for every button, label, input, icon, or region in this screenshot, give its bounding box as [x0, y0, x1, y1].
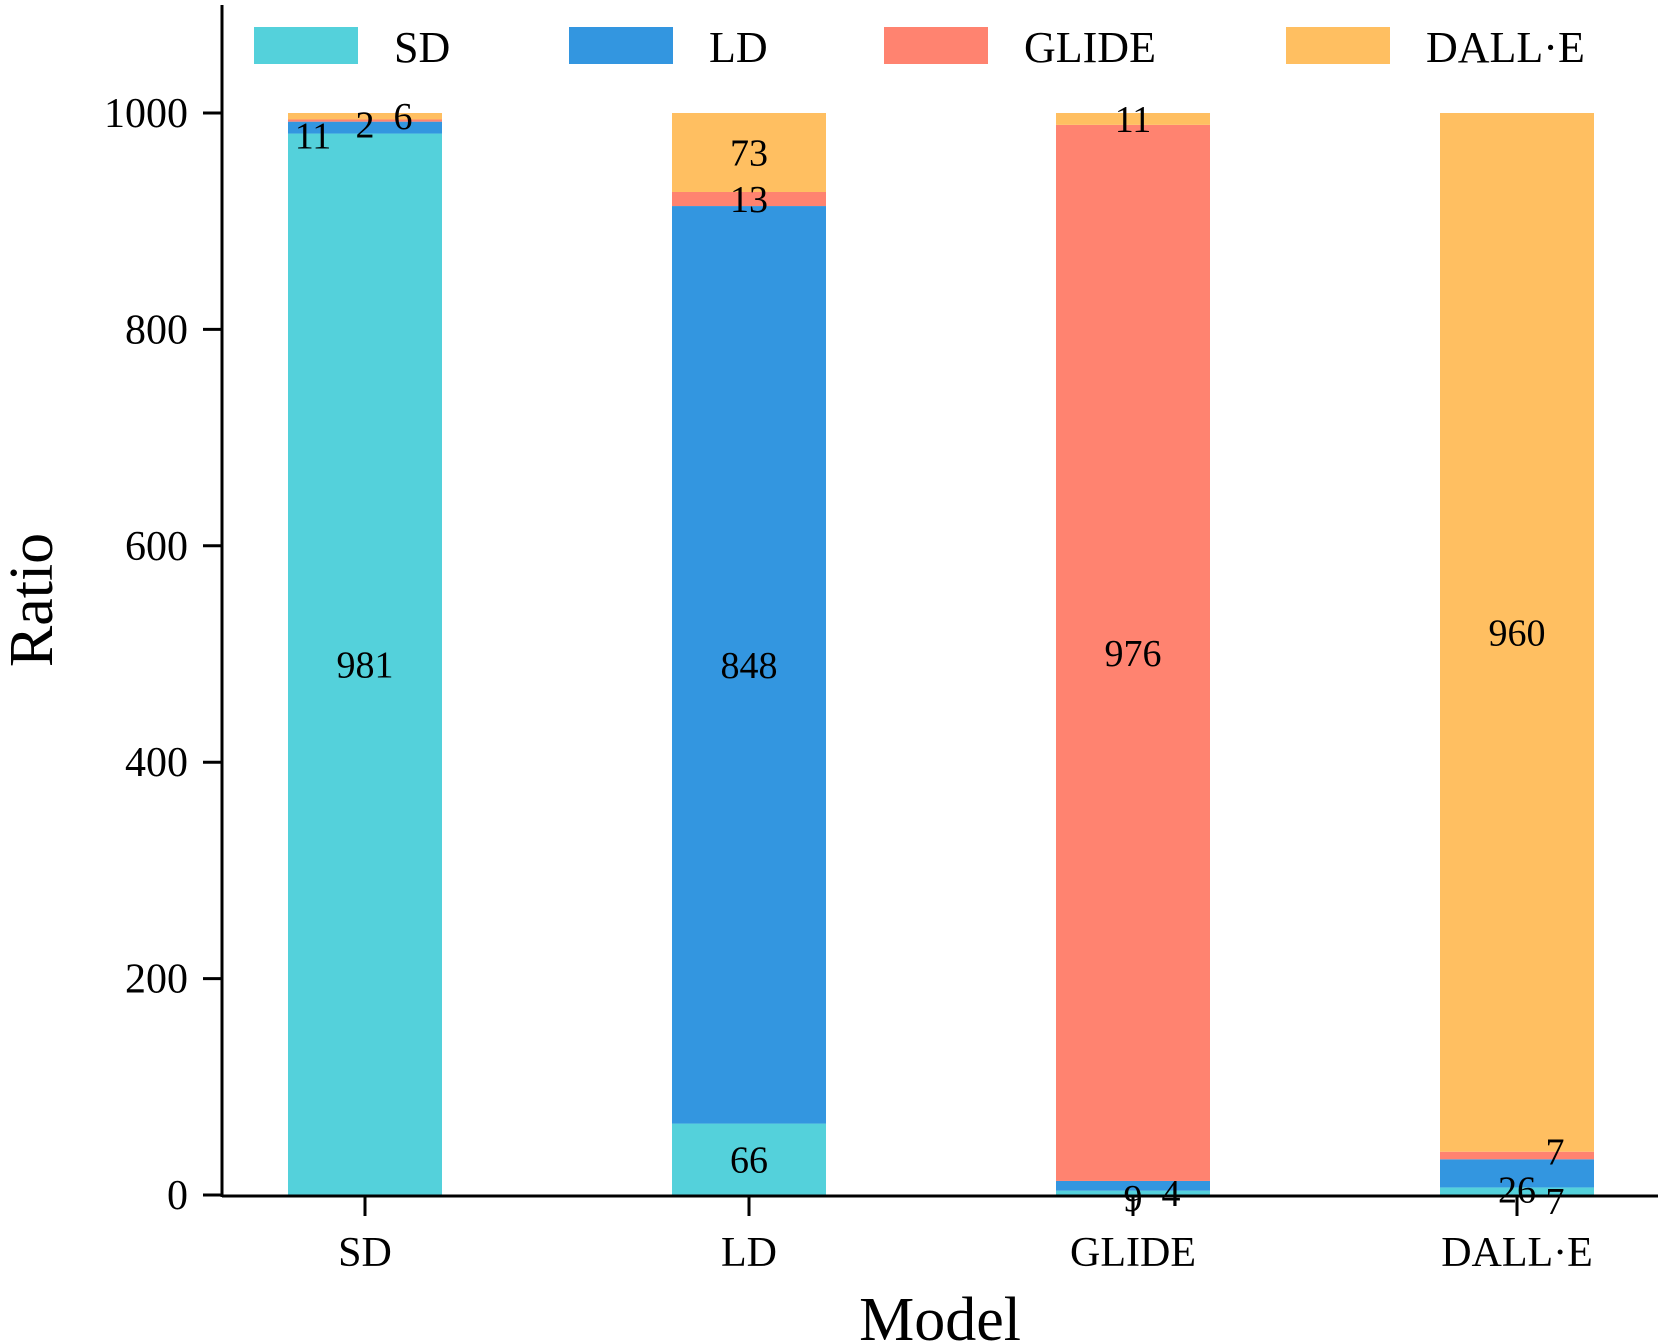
bar-label-glide-sd: 4: [1162, 1173, 1181, 1215]
legend: SD LD GLIDE DALL·E: [254, 23, 1585, 72]
bar-ld-sd: [672, 1123, 826, 1195]
bar-ld-glide: [672, 191, 826, 207]
bar-dall-e-sd: [1440, 1187, 1594, 1195]
bar-label-sd-glide: 2: [356, 105, 375, 147]
y-axis-title: Ratio: [0, 533, 66, 667]
bar-sd-glide: [288, 119, 442, 122]
legend-swatch-ld: [569, 27, 673, 64]
x-axis-title: Model: [859, 1286, 1021, 1344]
bar-glide-sd: [1056, 1190, 1210, 1195]
bar-dall-e-dall-e: [1440, 113, 1594, 1152]
legend-label-sd: SD: [394, 23, 450, 72]
y-tick-label-600: 600: [125, 524, 188, 570]
bar-label-dall-e-sd: 7: [1546, 1181, 1565, 1223]
bar-label-dall-e-dall-e: 960: [1489, 612, 1546, 654]
legend-label-dall-e: DALL·E: [1426, 23, 1585, 72]
y-axis: 0 200 400 600 800 1000: [104, 5, 224, 1219]
bar-glide-dall-e: [1056, 113, 1210, 125]
bar-label-ld-dall-e: 73: [730, 132, 768, 174]
bar-dall-e-ld: [1440, 1159, 1594, 1188]
bar-ld-dall-e: [672, 113, 826, 192]
bar-label-ld-ld: 848: [721, 645, 778, 687]
legend-label-glide: GLIDE: [1024, 23, 1156, 72]
x-tick-label-glide: GLIDE: [1070, 1230, 1196, 1276]
legend-label-ld: LD: [709, 23, 768, 72]
y-tick-label-800: 800: [125, 307, 188, 353]
bar-sd-sd: [288, 133, 442, 1196]
x-tick-label-dall-e: DALL·E: [1441, 1230, 1593, 1276]
bar-label-glide-glide: 976: [1105, 633, 1162, 675]
x-axis: SD LD GLIDE DALL·E: [222, 1194, 1658, 1276]
bar-label-ld-glide: 13: [730, 179, 768, 221]
bar-dall-e-glide: [1440, 1151, 1594, 1160]
bar-glide-glide: [1056, 124, 1210, 1181]
bar-label-sd-ld: 11: [295, 116, 332, 158]
bar-label-ld-sd: 66: [730, 1139, 768, 1181]
x-tick-label-sd: SD: [338, 1230, 392, 1276]
y-tick-label-400: 400: [125, 740, 188, 786]
legend-swatch-sd: [254, 27, 358, 64]
bar-label-dall-e-glide: 7: [1546, 1132, 1565, 1174]
bar-glide-ld: [1056, 1180, 1210, 1191]
bar-ld-ld: [672, 206, 826, 1124]
y-tick-label-200: 200: [125, 957, 188, 1003]
y-tick-label-0: 0: [167, 1173, 188, 1219]
bar-sd-ld: [288, 121, 442, 134]
y-tick-label-1000: 1000: [104, 91, 188, 137]
bars: [288, 113, 1594, 1196]
bar-label-glide-dall-e: 11: [1115, 99, 1152, 141]
x-tick-label-ld: LD: [721, 1230, 777, 1276]
legend-swatch-glide: [884, 27, 988, 64]
bar-label-sd-sd: 981: [337, 644, 394, 686]
legend-swatch-dall-e: [1286, 27, 1390, 64]
bar-sd-dall-e: [288, 113, 442, 120]
bar-label-sd-dall-e: 6: [394, 96, 413, 138]
